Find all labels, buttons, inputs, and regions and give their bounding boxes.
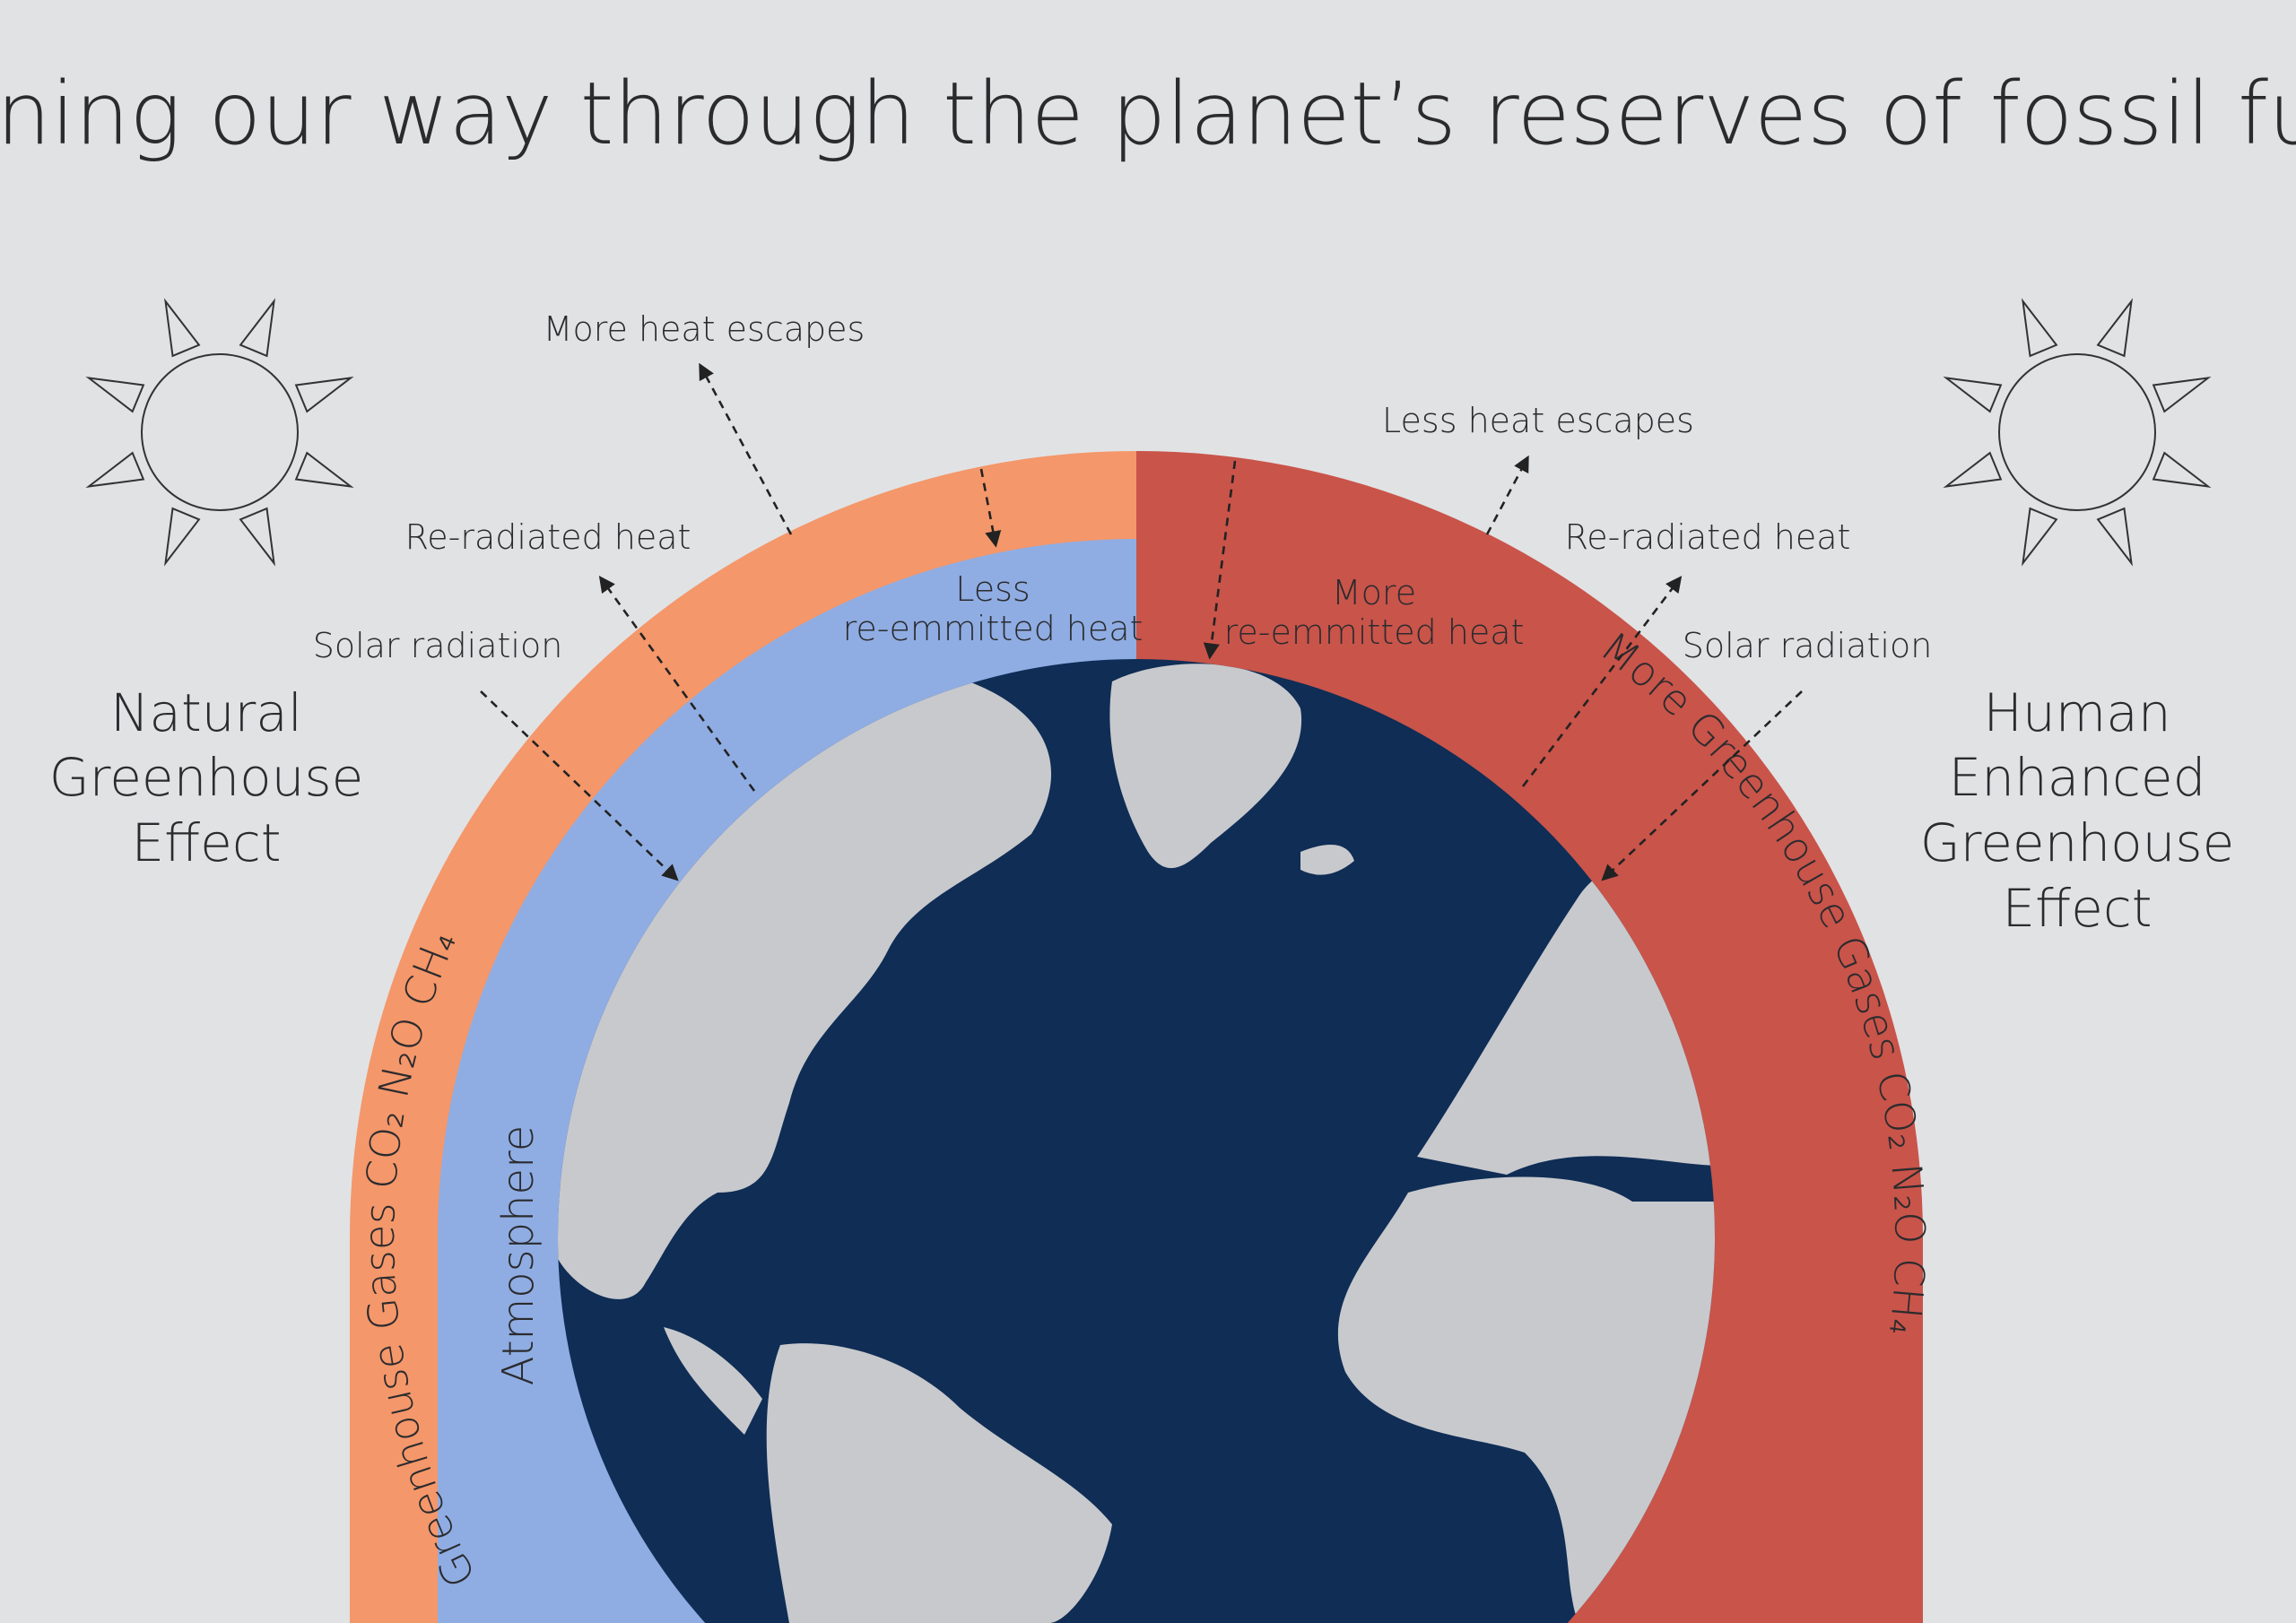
side-label: Enhanced [1949, 747, 2206, 808]
sun-ray [2022, 507, 2058, 567]
sun [141, 353, 299, 511]
re-emitted-label: More [1332, 573, 1416, 612]
sun-ray [2152, 451, 2212, 488]
arrow [1203, 460, 1237, 660]
sun-ray [2152, 377, 2212, 413]
sun-ray [2022, 298, 2058, 358]
arrow-label: Re-radiated heat [405, 517, 691, 557]
arrow-label: Re-radiated heat [1565, 517, 1851, 557]
arrow [979, 468, 1002, 548]
arrow [1601, 690, 1803, 881]
sun-ray [239, 298, 275, 358]
atmosphere-label: Atmosphere [493, 1125, 544, 1386]
arrow [480, 690, 679, 881]
arrow [699, 362, 793, 535]
sun-ray [85, 451, 145, 488]
arrow [598, 576, 756, 792]
arrow-label: More heat escapes [544, 309, 865, 349]
arrow-label: Solar radiation [313, 626, 563, 665]
side-label: Greenhouse [1920, 812, 2235, 873]
sun [1998, 353, 2156, 511]
arrow-label: Solar radiation [1683, 626, 1933, 665]
side-label: Human [1983, 682, 2170, 743]
side-label: Effect [132, 812, 282, 873]
arrow [1485, 455, 1529, 535]
sun-ray [164, 507, 201, 567]
side-label: Effect [2003, 878, 2152, 939]
sun-ray [1943, 451, 2003, 488]
side-label: Natural [110, 682, 302, 743]
sun-ray [2096, 507, 2133, 567]
suns [85, 298, 2212, 567]
left-outer-ring-base [350, 1237, 438, 1623]
arrow-label: Less heat escapes [1382, 401, 1694, 440]
re-emitted-label: re-emmitted heat [843, 609, 1144, 648]
sun-ray [164, 298, 201, 358]
right-outer-ring-base [1835, 1237, 1923, 1623]
side-label: Greenhouse [49, 747, 364, 808]
arrow [1521, 576, 1683, 787]
sun-ray [1943, 377, 2003, 413]
sun-ray [2096, 298, 2133, 358]
sun-ray [294, 451, 354, 488]
sun-ray [239, 507, 275, 567]
sun-ray [294, 377, 354, 413]
title: Burning our way through the planet’s res… [0, 64, 2296, 164]
sun-ray [85, 377, 145, 413]
re-emitted-label: Less [955, 569, 1030, 609]
re-emitted-label: re-emmitted heat [1224, 612, 1525, 652]
